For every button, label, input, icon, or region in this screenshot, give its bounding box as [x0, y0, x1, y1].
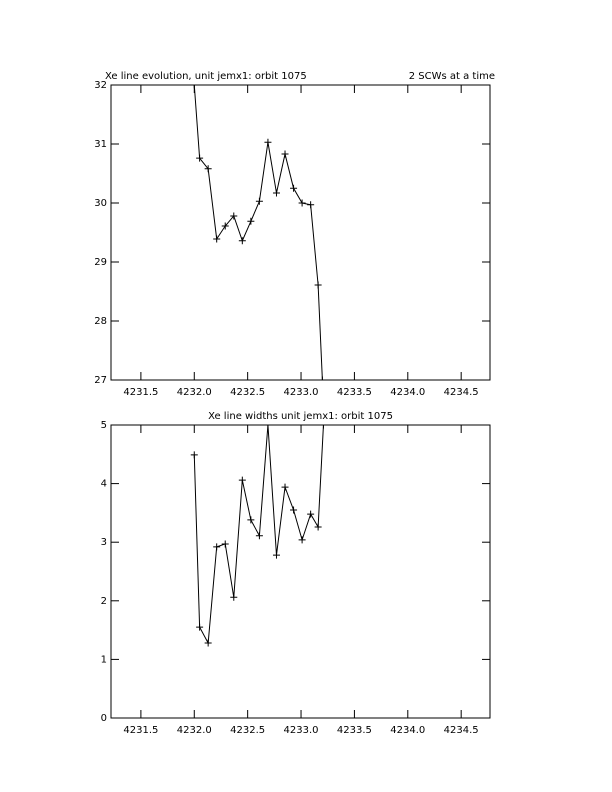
- x-tick-label: 4231.5: [123, 725, 158, 736]
- point-marker: [221, 222, 229, 230]
- y-tick-label: 31: [94, 139, 107, 150]
- point-marker: [221, 540, 229, 548]
- y-tick-label: 1: [101, 654, 107, 665]
- x-tick-label: 4232.0: [177, 725, 212, 736]
- point-marker: [238, 237, 246, 245]
- point-marker: [190, 451, 198, 459]
- point-marker: [247, 217, 255, 225]
- y-tick-label: 5: [101, 420, 107, 431]
- point-marker: [204, 165, 212, 173]
- x-tick-label: 4234.0: [390, 725, 425, 736]
- point-marker: [272, 551, 280, 559]
- x-tick-label: 4233.5: [337, 387, 372, 398]
- point-marker: [281, 483, 289, 491]
- x-tick-label: 4232.0: [177, 387, 212, 398]
- x-tick-label: 4233.0: [284, 725, 319, 736]
- y-tick-label: 29: [94, 257, 107, 268]
- y-tick-label: 32: [94, 80, 107, 91]
- point-marker: [255, 532, 263, 540]
- x-tick-label: 4233.0: [284, 387, 319, 398]
- point-marker: [213, 235, 221, 243]
- series: [190, 85, 326, 380]
- point-marker: [290, 506, 298, 514]
- y-tick-label: 30: [94, 198, 107, 209]
- y-tick-label: 27: [94, 375, 107, 386]
- point-marker: [307, 510, 315, 518]
- plot-frame: [110, 84, 491, 381]
- point-marker: [264, 425, 272, 429]
- annotation: 2 SCWs at a time: [409, 71, 495, 82]
- x-tick-label: 4231.5: [123, 387, 158, 398]
- x-tick-label: 4234.5: [444, 725, 479, 736]
- point-marker: [264, 138, 272, 146]
- point-marker: [238, 476, 246, 484]
- y-tick-label: 0: [101, 713, 107, 724]
- point-marker: [298, 536, 306, 544]
- y-tick-label: 2: [101, 596, 107, 607]
- x-tick-label: 4233.5: [337, 725, 372, 736]
- chart-title: Xe line widths unit jemx1: orbit 1075: [208, 411, 393, 422]
- plot-frame: [110, 424, 491, 719]
- y-tick-label: 4: [101, 479, 107, 490]
- series: [190, 425, 327, 647]
- point-marker: [281, 150, 289, 158]
- point-marker: [213, 543, 221, 551]
- x-tick-label: 4232.5: [230, 725, 265, 736]
- point-marker: [230, 212, 238, 220]
- point-marker: [318, 376, 326, 380]
- point-marker: [319, 425, 327, 429]
- point-marker: [298, 199, 306, 207]
- point-marker: [290, 184, 298, 192]
- y-tick-label: 28: [94, 316, 107, 327]
- point-marker: [255, 197, 263, 205]
- x-tick-label: 4234.0: [390, 387, 425, 398]
- point-marker: [204, 639, 212, 647]
- point-marker: [307, 201, 315, 209]
- x-tick-label: 4232.5: [230, 387, 265, 398]
- point-marker: [247, 516, 255, 524]
- point-marker: [196, 154, 204, 162]
- point-marker: [196, 623, 204, 631]
- x-tick-label: 4234.5: [444, 387, 479, 398]
- y-tick-label: 3: [101, 537, 107, 548]
- point-marker: [230, 593, 238, 601]
- point-marker: [190, 85, 198, 89]
- point-marker: [272, 189, 280, 197]
- point-marker: [314, 281, 322, 289]
- chart-title: Xe line evolution, unit jemx1: orbit 107…: [105, 71, 307, 82]
- point-marker: [314, 523, 322, 531]
